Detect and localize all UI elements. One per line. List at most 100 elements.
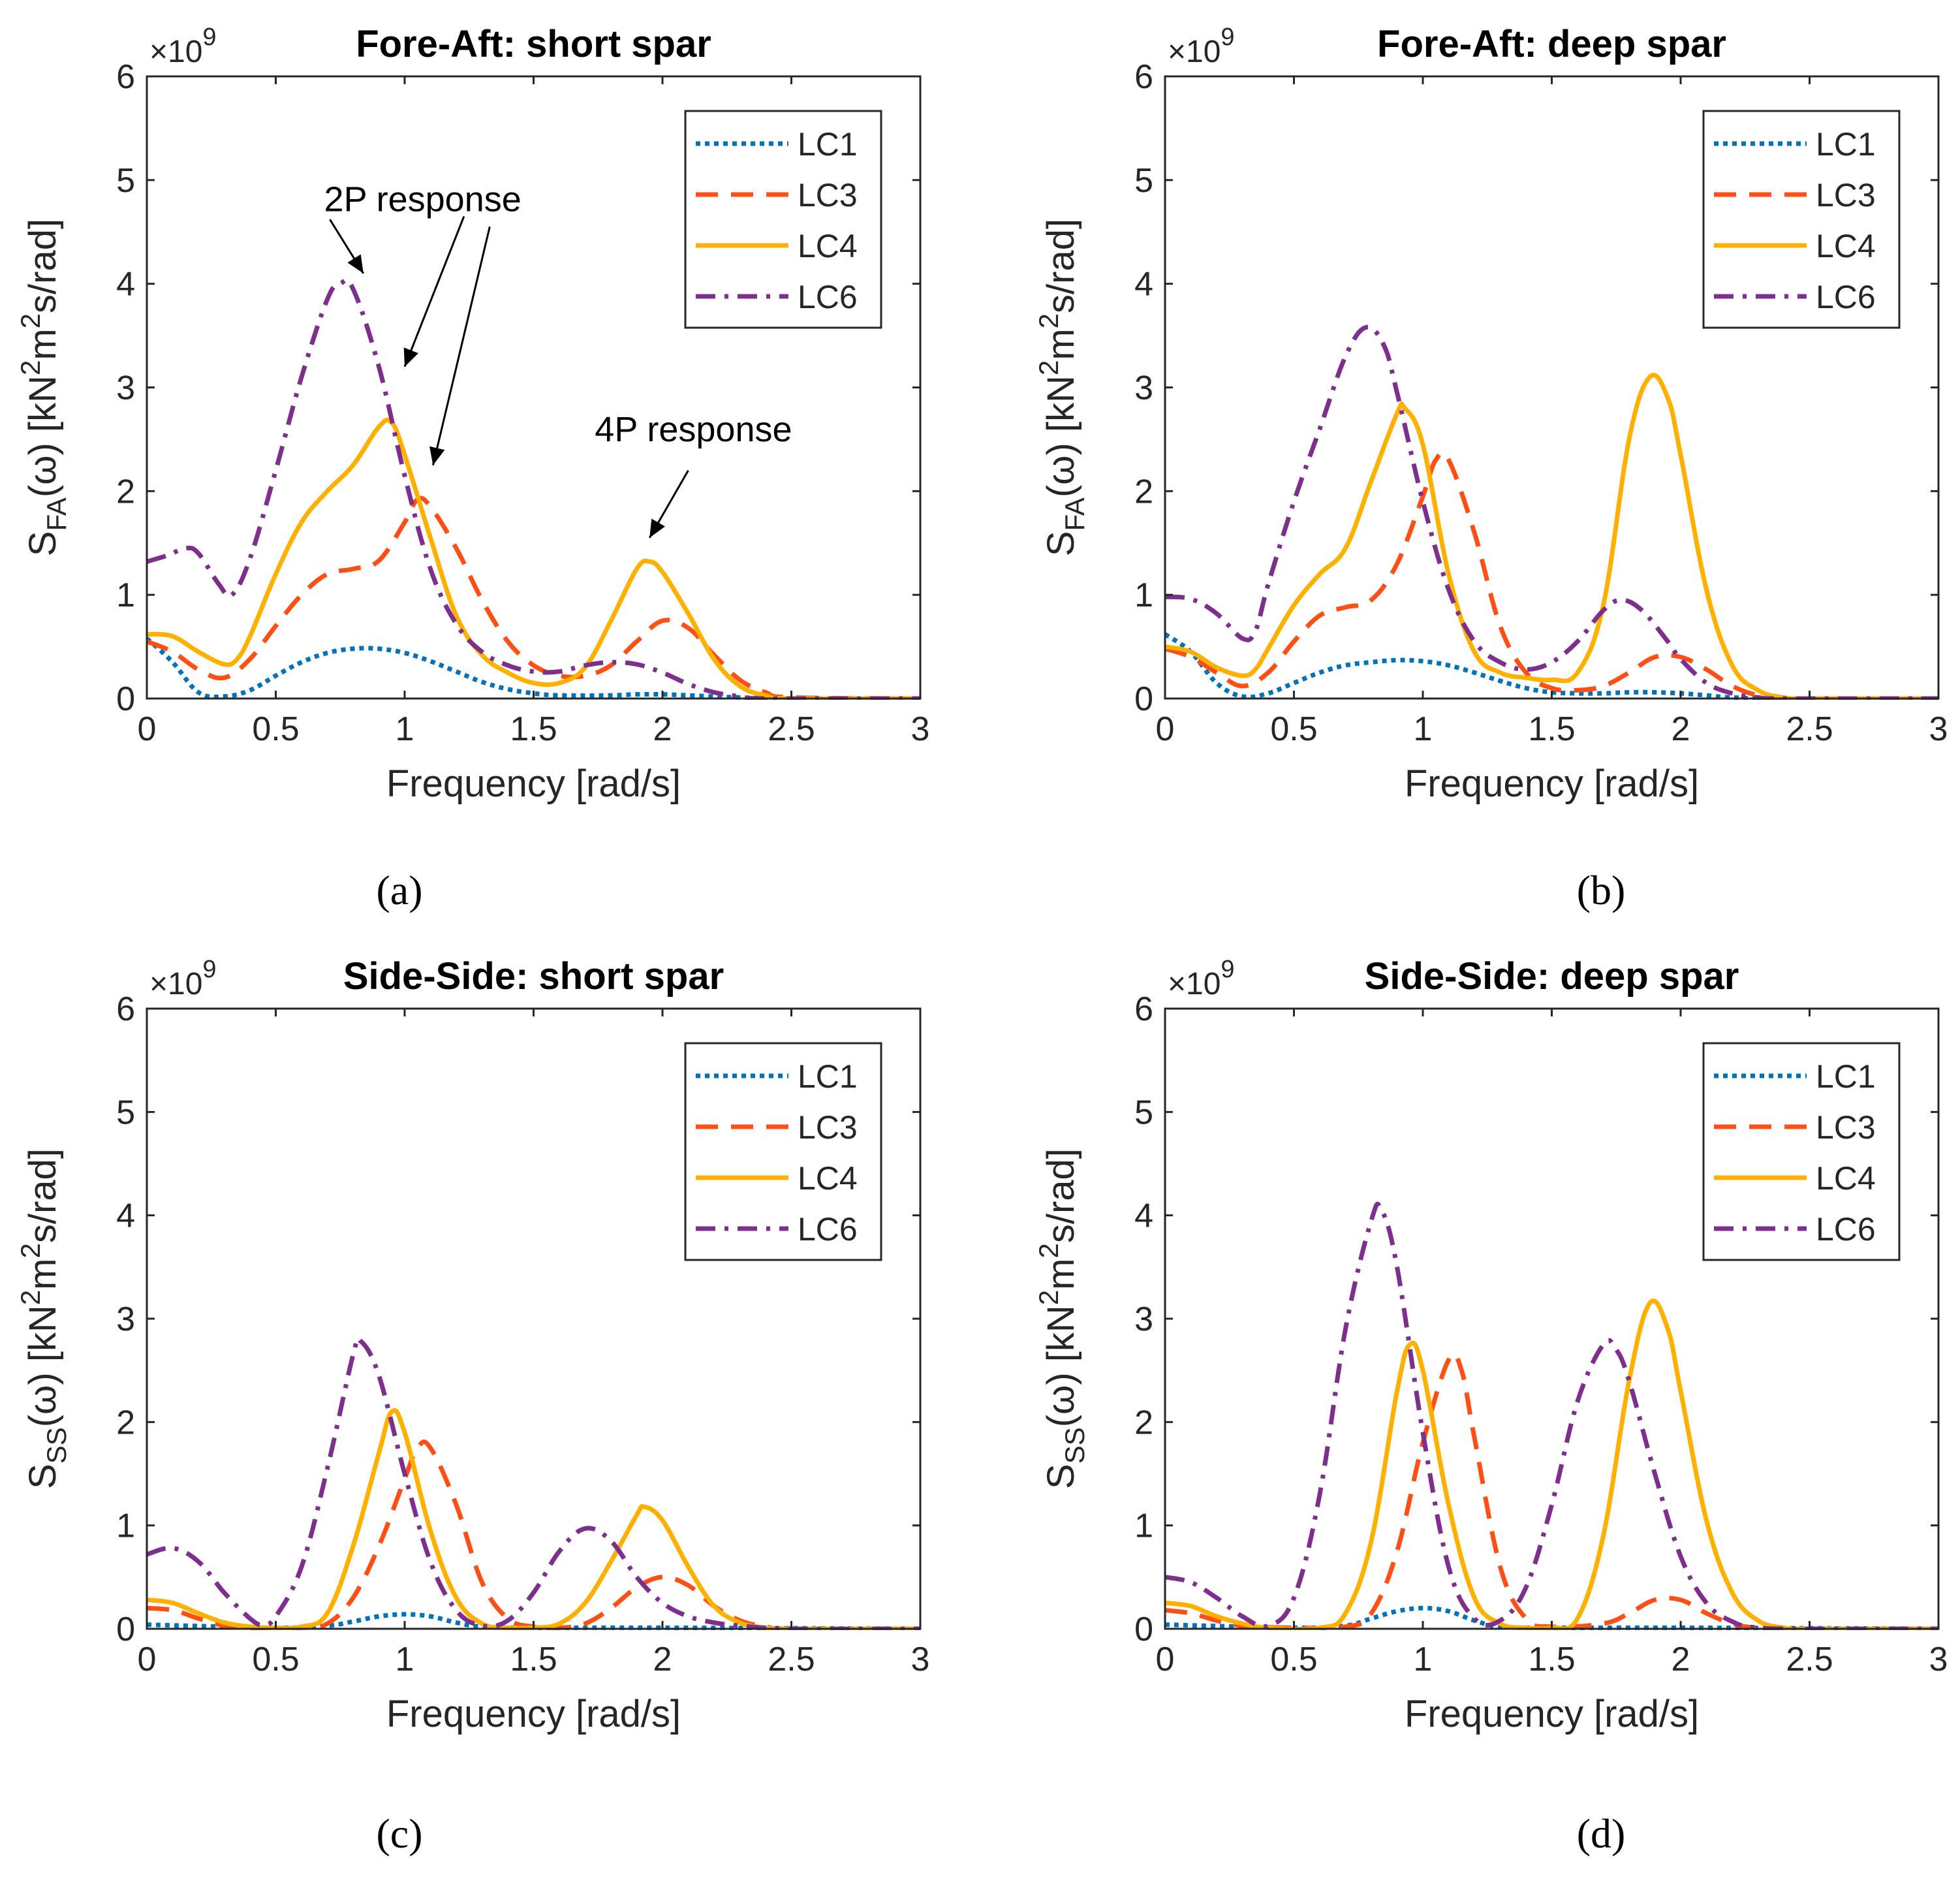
panel-label: (c) [376,1810,422,1857]
x-axis-label: Frequency [rad/s] [386,1693,681,1735]
y-multiplier-label: ×109 [149,24,217,69]
chart-panel-a: 0 0.5 1 1.5 2 2.5 3 0 1 2 3 4 5 6 ×109 Fore-Aft: short … [15,23,929,805]
x-tick-label: 1.5 [510,710,557,748]
chart-title: Side-Side: deep spar [1365,955,1739,998]
legend-label-lc3: LC3 [798,177,858,213]
y-tick-label: 5 [116,1093,135,1131]
legend-label-lc4: LC4 [798,1160,858,1197]
legend-label-lc4: LC4 [1816,228,1876,264]
y-axis-label: SFA(ω) [kN2m2s/rad] [15,219,72,556]
x-tick-label: 2.5 [1786,1641,1833,1678]
y-tick-label: 0 [1134,1611,1153,1648]
legend-box [684,1042,882,1261]
y-tick-label: 6 [1134,58,1153,96]
x-tick-label: 0.5 [1270,1641,1317,1678]
series-line-lc1 [1165,632,1938,700]
annotation-label: 2P response [324,180,521,219]
y-axis-label: SSS(ω) [kN2m2s/rad] [1033,1148,1090,1489]
x-tick-label: 3 [1929,1641,1948,1678]
legend: LC1 LC3 LC4 LC6 [684,110,882,329]
x-tick-label: 1 [396,1641,414,1678]
y-axis-label: SSS(ω) [kN2m2s/rad] [15,1148,72,1489]
y-tick-label: 3 [116,1300,135,1338]
x-axis-label: Frequency [rad/s] [386,762,681,805]
y-multiplier-label: ×109 [1168,24,1235,69]
x-tick-label: 0 [138,1641,157,1678]
panel-label: (b) [1577,867,1626,913]
x-tick-label: 3 [1929,710,1948,748]
legend: LC1 LC3 LC4 LC6 [1702,1042,1901,1261]
legend-label-lc1: LC1 [1816,1058,1876,1095]
legend: LC1 LC3 LC4 LC6 [1702,110,1901,329]
annotation-arrow [403,215,465,368]
series-line-lc1 [1165,1605,1938,1630]
legend-label-lc4: LC4 [1816,1160,1876,1197]
y-tick-label: 6 [116,58,135,96]
legend-label-lc6: LC6 [798,1211,858,1248]
x-tick-label: 0.5 [252,1641,299,1678]
x-tick-label: 2.5 [768,1641,815,1678]
legend-label-lc4: LC4 [798,228,858,264]
y-tick-label: 3 [1134,369,1153,407]
series-line-lc4 [1165,373,1938,700]
x-tick-label: 2 [1672,1641,1690,1678]
x-tick-label: 0.5 [252,710,299,748]
y-tick-label: 4 [1134,1197,1153,1235]
y-axis-label: SFA(ω) [kN2m2s/rad] [1033,219,1090,556]
x-tick-label: 1 [396,710,414,748]
x-tick-label: 1.5 [1528,1641,1575,1678]
legend-label-lc1: LC1 [798,126,858,163]
x-tick-label: 0 [1156,1641,1175,1678]
y-tick-label: 5 [1134,162,1153,200]
chart-title: Side-Side: short spar [343,955,724,998]
y-tick-label: 2 [116,473,135,511]
x-tick-label: 1 [1414,1641,1433,1678]
y-tick-label: 5 [116,162,135,200]
x-tick-label: 3 [911,710,930,748]
y-tick-label: 1 [1134,576,1153,614]
legend-label-lc6: LC6 [1816,1211,1876,1248]
y-tick-label: 2 [116,1404,135,1441]
series-line-lc1 [147,1612,920,1630]
y-tick-label: 0 [1134,680,1153,718]
annotation-arrow [429,226,491,465]
series-line-lc1 [147,637,920,700]
chart-title: Fore-Aft: deep spar [1377,23,1726,65]
annotation-arrow [648,469,689,539]
series-line-lc3 [147,495,920,700]
y-tick-label: 1 [1134,1507,1153,1545]
y-tick-label: 4 [116,1197,135,1235]
y-tick-label: 4 [1134,266,1153,304]
y-tick-label: 2 [1134,473,1153,511]
y-multiplier-label: ×109 [149,956,217,1001]
legend-box [1702,1042,1901,1261]
x-tick-label: 0 [1156,710,1175,748]
y-multiplier-label: ×109 [1168,956,1235,1001]
x-tick-label: 0 [138,710,157,748]
x-tick-label: 2 [653,1641,672,1678]
y-tick-label: 0 [116,680,135,718]
y-tick-label: 1 [116,1507,135,1545]
legend-box [1702,110,1901,329]
chart-title: Fore-Aft: short spar [356,23,711,65]
y-tick-label: 1 [116,576,135,614]
legend-label-lc3: LC3 [1816,177,1876,213]
series-line-lc3 [1165,450,1938,700]
series-line-lc4 [147,1407,920,1630]
y-tick-label: 6 [116,990,135,1028]
chart-panel-d: 0 0.5 1 1.5 2 2.5 3 0 1 2 3 4 5 6 ×109 Side-Side: deep … [1033,955,1948,1735]
x-tick-label: 3 [911,1641,930,1678]
series-line-lc4 [1165,1298,1938,1630]
x-tick-label: 2.5 [1786,710,1833,748]
chart-panel-b: 0 0.5 1 1.5 2 2.5 3 0 1 2 3 4 5 6 ×109 Fore-Aft: deep s… [1033,23,1948,805]
legend: LC1 LC3 LC4 LC6 [684,1042,882,1261]
x-tick-label: 2.5 [768,710,815,748]
y-tick-label: 5 [1134,1093,1153,1131]
chart-panel-c: 0 0.5 1 1.5 2 2.5 3 0 1 2 3 4 5 6 ×109 Side-Side: short… [15,955,929,1735]
y-tick-label: 3 [116,369,135,407]
panel-label: (d) [1577,1810,1626,1857]
annotation-label: 4P response [595,410,792,449]
legend-label-lc3: LC3 [798,1109,858,1146]
y-tick-label: 4 [116,266,135,304]
